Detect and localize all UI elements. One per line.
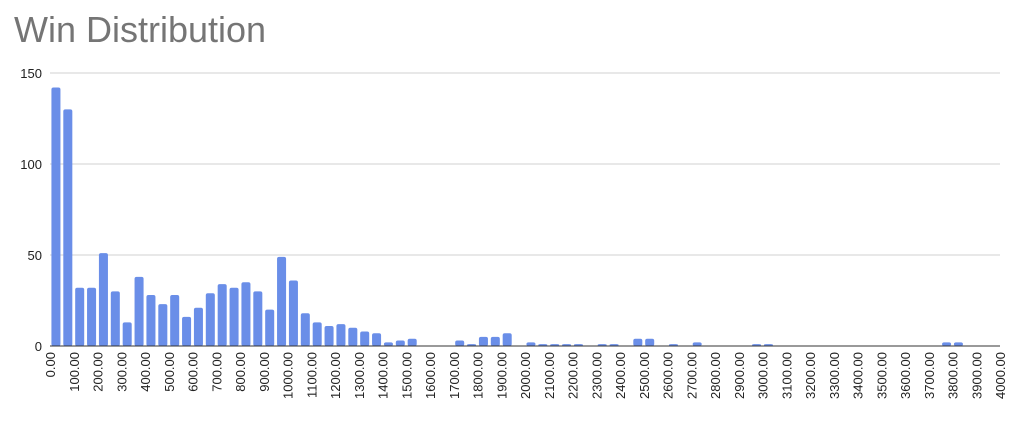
- bar: [134, 276, 144, 346]
- x-tick-label: 1100.00: [304, 352, 319, 398]
- bar: [193, 307, 203, 346]
- x-tick-label: 3500.00: [874, 352, 889, 399]
- x-tick-label: 4000.00: [993, 352, 1008, 399]
- x-tick-label: 1000.00: [281, 352, 296, 399]
- bar: [265, 309, 275, 346]
- bar: [146, 295, 156, 346]
- bar: [478, 336, 488, 346]
- bar: [692, 342, 702, 346]
- bar: [288, 280, 298, 346]
- chart-title: Win Distribution: [14, 9, 266, 50]
- bar: [942, 342, 952, 346]
- bar: [253, 291, 263, 346]
- y-tick-label: 150: [20, 66, 42, 81]
- x-tick-label: 3900.00: [969, 352, 984, 399]
- bar: [383, 342, 393, 346]
- x-tick-label: 900.00: [257, 352, 272, 392]
- bar: [122, 322, 132, 346]
- bar: [395, 340, 405, 346]
- x-tick-label: 1900.00: [494, 352, 509, 399]
- x-tick-label: 2700.00: [684, 352, 699, 399]
- bar: [217, 284, 227, 346]
- bar: [229, 287, 239, 346]
- x-tick-label: 3600.00: [898, 352, 913, 399]
- bar: [336, 324, 346, 346]
- bar: [170, 295, 180, 346]
- bar: [182, 316, 192, 346]
- x-tick-label: 3200.00: [803, 352, 818, 399]
- bar: [241, 282, 251, 346]
- bar: [645, 338, 655, 346]
- bar: [455, 340, 465, 346]
- y-tick-label: 100: [20, 157, 42, 172]
- x-tick-label: 2500.00: [637, 352, 652, 399]
- x-tick-label: 3300.00: [827, 352, 842, 399]
- bar: [633, 338, 643, 346]
- bar: [110, 291, 120, 346]
- bar: [277, 256, 287, 346]
- x-tick-label: 3100.00: [779, 352, 794, 399]
- x-tick-label: 800.00: [233, 352, 248, 392]
- y-tick-label: 0: [35, 339, 42, 354]
- bar: [63, 109, 73, 347]
- bar: [87, 287, 97, 346]
- x-tick-label: 2000.00: [518, 352, 533, 399]
- bar: [490, 336, 500, 346]
- x-tick-label: 3800.00: [946, 352, 961, 399]
- x-tick-label: 0.00: [43, 352, 58, 377]
- x-tick-label: 700.00: [209, 352, 224, 392]
- bar: [300, 313, 310, 346]
- x-tick-label: 3400.00: [851, 352, 866, 399]
- bar: [372, 333, 382, 346]
- x-tick-label: 400.00: [138, 352, 153, 392]
- x-tick-label: 1200.00: [328, 352, 343, 399]
- y-tick-label: 50: [28, 248, 42, 263]
- x-tick-label: 3700.00: [922, 352, 937, 399]
- x-tick-label: 1600.00: [423, 352, 438, 399]
- x-tick-label: 1700.00: [447, 352, 462, 399]
- x-tick-label: 3000.00: [756, 352, 771, 399]
- bar: [205, 293, 215, 346]
- x-tick-label: 2200.00: [566, 352, 581, 399]
- bar: [75, 287, 85, 346]
- x-tick-label: 300.00: [114, 352, 129, 392]
- x-tick-label: 2100.00: [542, 352, 557, 399]
- x-tick-label: 600.00: [186, 352, 201, 392]
- x-tick-label: 1400.00: [376, 352, 391, 399]
- bar: [953, 342, 963, 346]
- x-tick-label: 1500.00: [399, 352, 414, 399]
- bar: [348, 327, 358, 346]
- bar: [502, 333, 512, 346]
- bar: [360, 331, 370, 346]
- bar: [324, 325, 334, 346]
- bar: [158, 304, 168, 346]
- x-tick-label: 500.00: [162, 352, 177, 392]
- x-tick-label: 1300.00: [352, 352, 367, 399]
- x-tick-label: 2600.00: [661, 352, 676, 399]
- x-tick-label: 2300.00: [589, 352, 604, 399]
- x-tick-label: 100.00: [67, 352, 82, 392]
- x-tick-label: 1800.00: [471, 352, 486, 399]
- x-tick-label: 2800.00: [708, 352, 723, 399]
- x-tick-label: 2400.00: [613, 352, 628, 399]
- bar: [312, 322, 322, 346]
- x-tick-label: 200.00: [91, 352, 106, 392]
- bar: [51, 87, 61, 346]
- bar: [526, 342, 536, 346]
- bar: [98, 253, 108, 346]
- bar: [407, 338, 417, 346]
- x-tick-label: 2900.00: [732, 352, 747, 399]
